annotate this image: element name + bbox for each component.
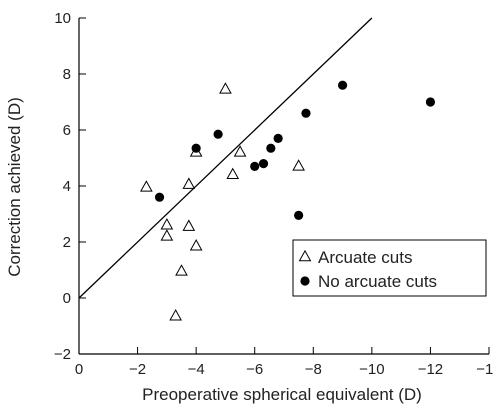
data-points <box>140 80 436 321</box>
no-arcuate-cuts-point <box>273 133 283 143</box>
arcuate-cuts-point <box>175 264 188 276</box>
x-tick-label: −12 <box>418 361 443 378</box>
arcuate-cuts-point <box>169 309 182 321</box>
legend-label: Arcuate cuts <box>318 248 413 267</box>
x-tick-label: −14 <box>476 361 493 378</box>
arcuate-cuts-point <box>226 167 240 180</box>
no-arcuate-cuts-point <box>266 143 276 153</box>
identity-line <box>78 17 373 299</box>
no-arcuate-cuts-point <box>337 80 348 90</box>
x-tick-label: −10 <box>359 361 384 378</box>
arcuate-cuts-point <box>182 177 196 189</box>
x-tick-label: −4 <box>188 361 205 378</box>
x-tick-label: −2 <box>129 361 146 378</box>
reference-line <box>78 17 373 299</box>
legend-label: No arcuate cuts <box>318 272 437 291</box>
no-arcuate-cuts-point <box>191 143 201 153</box>
arcuate-cuts-point <box>160 218 174 230</box>
no-arcuate-cuts-point <box>301 108 311 118</box>
legend-triangle-icon <box>298 249 312 262</box>
y-tick-label: 2 <box>63 234 71 251</box>
y-tick-label: −2 <box>54 346 71 363</box>
arcuate-cuts-point <box>189 239 203 251</box>
axes <box>78 18 489 355</box>
legend-circle-icon <box>300 276 310 286</box>
x-tick-label: −6 <box>246 361 263 378</box>
y-tick-label: 4 <box>63 178 71 195</box>
arcuate-cuts-point <box>140 180 153 192</box>
no-arcuate-cuts-point <box>250 161 260 171</box>
arcuate-cuts-point <box>160 229 174 241</box>
legend-box <box>292 239 487 297</box>
arcuate-cuts-point <box>182 219 196 231</box>
y-axis-label: Correction achieved (D) <box>5 97 24 277</box>
x-tick-label: 0 <box>75 361 83 378</box>
no-arcuate-cuts-point <box>294 210 304 220</box>
arcuate-cuts-point <box>219 82 232 94</box>
x-axis-label: Preoperative spherical equivalent (D) <box>142 385 422 404</box>
y-tick-label: 10 <box>54 10 71 27</box>
y-tick-label: 0 <box>63 290 71 307</box>
arcuate-cuts-point <box>292 159 305 171</box>
y-tick-label: 8 <box>63 66 71 83</box>
y-tick-label: 6 <box>63 122 71 139</box>
x-tick-label: −8 <box>305 361 322 378</box>
no-arcuate-cuts-point <box>425 97 436 107</box>
no-arcuate-cuts-point <box>258 159 269 169</box>
no-arcuate-cuts-point <box>154 192 165 202</box>
arcuate-cuts-point <box>233 145 247 157</box>
no-arcuate-cuts-point <box>213 129 223 139</box>
legend: Arcuate cuts No arcuate cuts <box>292 239 487 297</box>
